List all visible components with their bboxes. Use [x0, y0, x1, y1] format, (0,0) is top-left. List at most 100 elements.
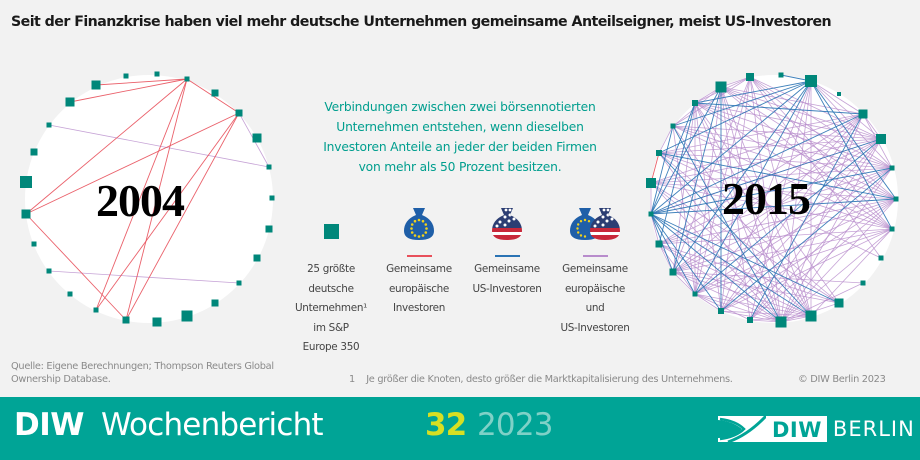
network-edge [749, 76, 893, 230]
legend-us-label: Gemeinsame US-Investoren [472, 263, 542, 295]
company-node [65, 97, 75, 107]
source-note: Quelle: Eigene Berechnungen; Thompson Re… [11, 361, 274, 385]
network-edge [650, 80, 812, 215]
company-node [889, 165, 895, 171]
company-node [265, 225, 273, 233]
legend-european-label: Gemeinsame europäische Investoren [386, 263, 452, 314]
network-edge [650, 213, 782, 323]
logo-berlin-text: BERLIN [832, 417, 915, 441]
company-node [858, 109, 868, 119]
network-edge [125, 112, 240, 321]
network-edge [650, 167, 893, 215]
network-edge [672, 125, 893, 230]
teal-square-icon [290, 200, 372, 248]
us-line-swatch [494, 255, 520, 257]
network-edge [658, 152, 897, 200]
network-edge [720, 310, 782, 323]
network-edge [95, 78, 188, 311]
explanation-line: Verbindungen zwischen zwei börsennotiert… [324, 100, 596, 114]
network-edge [672, 271, 864, 284]
network-edge [694, 293, 722, 312]
company-node [669, 268, 677, 276]
company-node [181, 310, 193, 322]
network-edge [650, 125, 674, 215]
explanation-line: Unternehmen entstehen, wenn dieselben [336, 120, 584, 134]
network-edge [672, 271, 840, 304]
company-node [122, 316, 130, 324]
network-edge [720, 86, 751, 321]
company-node [93, 307, 99, 313]
company-node [648, 211, 654, 217]
network-edge [95, 78, 188, 86]
company-node [889, 226, 895, 232]
network-edge [810, 80, 864, 115]
network-edge [672, 125, 782, 323]
network-edge [749, 76, 882, 140]
company-node [91, 80, 101, 90]
network-edge [125, 78, 188, 321]
company-node [211, 299, 219, 307]
network-edge [749, 113, 864, 321]
company-node [152, 317, 162, 327]
legend-companies: 25 größte deutsche Unternehmen¹ im S&P E… [290, 200, 372, 358]
legend-european: Gemeinsame europäische Investoren [380, 200, 458, 319]
logo-diw-box: DIW [766, 416, 827, 442]
network-edge [650, 138, 882, 184]
network-edge [672, 80, 812, 127]
company-node [20, 176, 32, 188]
network-edge [780, 198, 897, 323]
explanation-text: Verbindungen zwischen zwei börsennotiert… [300, 97, 620, 177]
network-edge [658, 152, 840, 304]
company-node [834, 298, 844, 308]
network-edge [694, 102, 782, 323]
company-node [252, 133, 262, 143]
company-node [67, 291, 73, 297]
network-edge [694, 167, 893, 295]
network-edge [658, 228, 893, 245]
network-edge [95, 112, 240, 311]
network-edge [672, 198, 897, 273]
company-node [46, 268, 52, 274]
company-node [646, 178, 656, 188]
network-edge [672, 76, 751, 273]
copyright: © DIW Berlin 2023 [798, 374, 886, 385]
company-node [236, 280, 242, 286]
network-edge [672, 125, 812, 317]
network-edge [720, 80, 812, 312]
network-edge [658, 113, 864, 154]
network-edge [658, 243, 840, 304]
year-label-2004: 2004 [96, 175, 185, 226]
network-edge [780, 228, 893, 323]
network-edge [672, 125, 897, 200]
network-edge [650, 213, 812, 317]
network-2015-graph [646, 72, 899, 328]
network-edge [810, 80, 893, 169]
network-edge [810, 80, 897, 200]
network-edge [650, 182, 782, 323]
network-edge [650, 113, 864, 184]
network-edge [69, 78, 188, 103]
company-node [876, 134, 886, 144]
company-node [184, 76, 190, 82]
company-node [266, 164, 272, 170]
company-node [718, 308, 724, 314]
network-edge [694, 102, 897, 200]
network-edge [658, 243, 782, 323]
both-line-swatch [582, 255, 608, 257]
network-edge [720, 86, 864, 115]
network-edge [650, 213, 696, 295]
network-edge [672, 228, 893, 273]
network-edge [672, 113, 864, 273]
network-edge [694, 80, 812, 295]
network-edge [658, 243, 674, 273]
network-edge [658, 152, 812, 317]
footnote: 1 Je größer die Knoten, desto größer die… [349, 374, 733, 385]
company-node [805, 75, 817, 87]
issue-year: 2023 [477, 407, 554, 443]
company-node [31, 241, 37, 247]
company-node [30, 148, 38, 156]
network-edge [720, 228, 893, 312]
publication-banner: DIW Wochenbericht 32 2023 DIW BERLIN [0, 397, 920, 460]
company-node [235, 109, 243, 117]
company-node [715, 81, 727, 93]
